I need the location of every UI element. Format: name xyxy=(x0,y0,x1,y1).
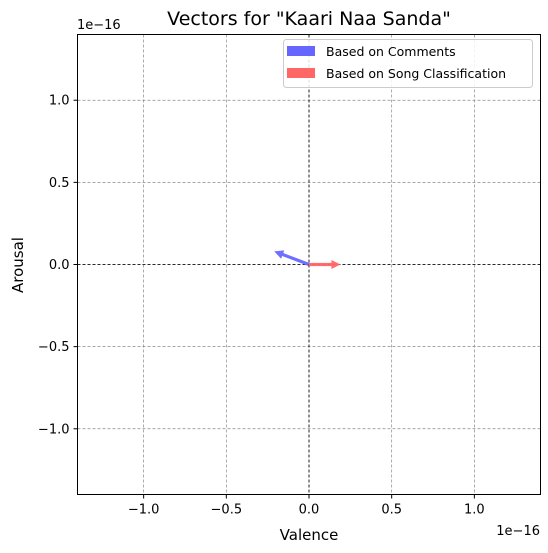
legend-label-comments: Based on Comments xyxy=(326,44,456,59)
x-tick-label: 0.5 xyxy=(381,503,402,518)
x-axis-label: Valence xyxy=(280,526,339,544)
plot-frame xyxy=(77,34,541,495)
x-offset-text: 1e−16 xyxy=(496,524,540,539)
x-axis-ticks: −1.0 −0.5 0.0 0.5 1.0 xyxy=(128,494,485,518)
vector-arrow-comments xyxy=(274,250,310,266)
y-tick-label: −0.5 xyxy=(38,340,70,355)
y-offset-text: 1e−16 xyxy=(77,18,121,33)
legend: Based on Comments Based on Song Classifi… xyxy=(283,39,533,88)
y-axis-label: Arousal xyxy=(9,237,27,293)
y-tick-label: −1.0 xyxy=(38,422,70,437)
y-tick-label: 0.5 xyxy=(49,176,70,191)
legend-box xyxy=(283,39,533,88)
vector-arrow-song-classification xyxy=(309,260,341,269)
vector-arrows xyxy=(274,250,341,269)
x-tick-label: −0.5 xyxy=(211,503,243,518)
x-tick-label: 0.0 xyxy=(299,503,320,518)
legend-label-song-classification: Based on Song Classification xyxy=(326,66,506,81)
y-axis-ticks: −1.0 −0.5 0.0 0.5 1.0 xyxy=(38,94,78,437)
legend-swatch-comments xyxy=(287,46,315,56)
chart-title: Vectors for "Kaari Naa Sanda" xyxy=(167,8,451,30)
y-tick-label: 1.0 xyxy=(49,94,70,109)
x-tick-label: 1.0 xyxy=(464,503,485,518)
legend-swatch-song-classification xyxy=(287,68,315,78)
y-tick-label: 0.0 xyxy=(49,258,70,273)
x-tick-label: −1.0 xyxy=(128,503,160,518)
